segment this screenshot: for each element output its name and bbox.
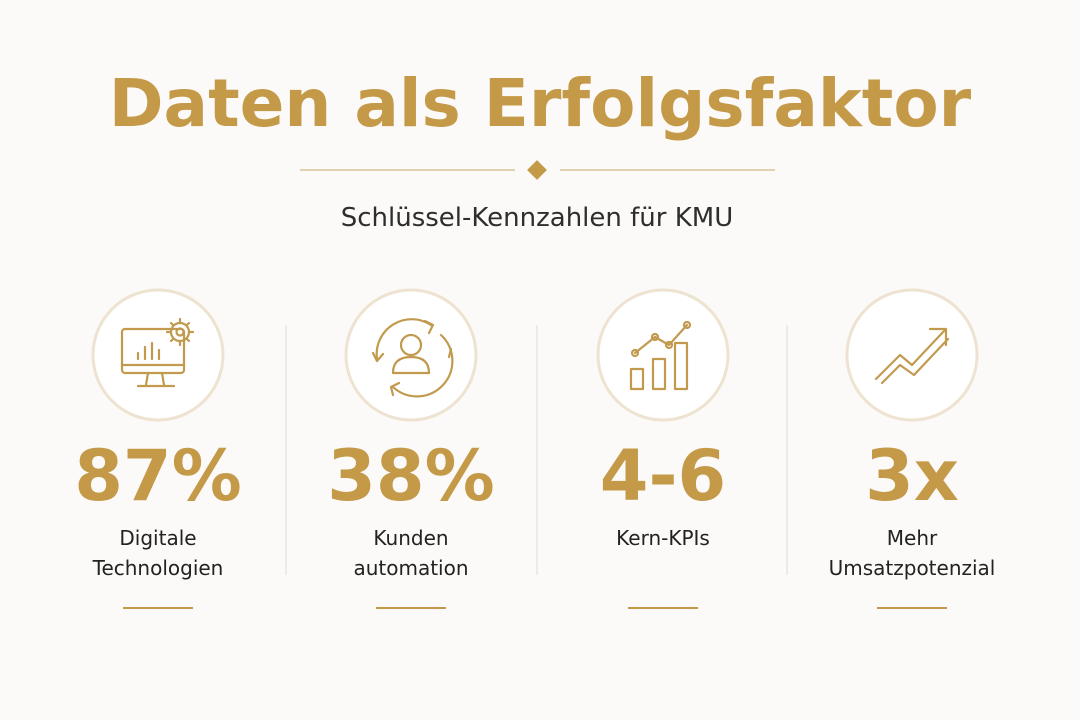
customer-icon	[344, 288, 478, 422]
stat-label: Umsatzpotenzial	[829, 556, 996, 580]
growth-icon	[845, 288, 979, 422]
stat-label: Technologien	[92, 556, 224, 580]
stat-label: Mehr	[887, 526, 938, 550]
monitor-icon	[91, 288, 225, 422]
stat-label: Digitale	[119, 526, 196, 550]
kpi-icon	[596, 288, 730, 422]
stat-label: automation	[353, 556, 468, 580]
subtitle: Schlüssel-Kennzahlen für KMU	[341, 203, 734, 233]
stat-label: Kunden	[373, 526, 448, 550]
title: Daten als Erfolgsfaktor	[109, 65, 972, 142]
stat-value: 87%	[74, 435, 242, 517]
stat-label: Kern-KPIs	[616, 526, 710, 550]
stat-value: 4-6	[600, 435, 726, 517]
stat-value: 3x	[865, 435, 959, 517]
stat-value: 38%	[327, 435, 495, 517]
icons	[91, 288, 979, 422]
